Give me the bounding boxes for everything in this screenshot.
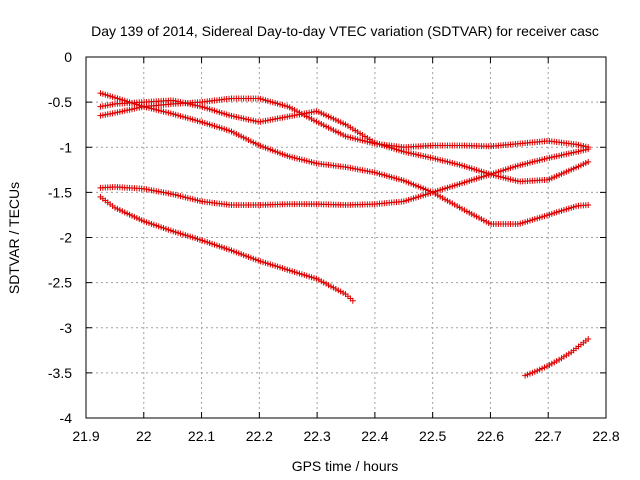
x-tick-label: 22.6 [477, 428, 504, 444]
x-tick-label: 22 [136, 428, 152, 444]
y-tick-label: -3.5 [48, 365, 72, 381]
data-points [97, 90, 592, 379]
y-tick-label: -1 [60, 139, 73, 155]
x-tick-label: 21.9 [72, 428, 99, 444]
x-tick-label: 22.7 [535, 428, 562, 444]
x-tick-label: 22.8 [592, 428, 619, 444]
series-track-f [522, 335, 592, 379]
data-point [349, 297, 356, 304]
series-track-e [97, 193, 356, 304]
data-point [585, 202, 592, 209]
series-track-c [97, 97, 592, 185]
y-tick-label: -3 [60, 320, 73, 336]
data-point [585, 335, 592, 342]
chart-title: Day 139 of 2014, Sidereal Day-to-day VTE… [91, 23, 599, 39]
grid-lines [86, 57, 606, 418]
y-tick-label: -1.5 [48, 184, 72, 200]
y-axis-label: SDTVAR / TECUs [6, 182, 22, 294]
y-tick-label: -4 [60, 410, 73, 426]
series-track-d [97, 146, 592, 209]
x-tick-label: 22.1 [188, 428, 215, 444]
data-point [585, 158, 592, 165]
x-tick-label: 22.4 [361, 428, 388, 444]
axis-ticks: 21.9 22 22.1 22.2 22.3 22.4 22.5 22.6 22.7 22.8 0 -… [48, 49, 620, 444]
x-tick-label: 22.3 [303, 428, 330, 444]
y-tick-label: 0 [64, 49, 72, 65]
x-tick-label: 22.5 [419, 428, 446, 444]
y-tick-label: -2.5 [48, 275, 72, 291]
x-axis-label: GPS time / hours [292, 458, 399, 474]
series-track-a [97, 90, 592, 227]
data-point [585, 146, 592, 153]
x-tick-label: 22.2 [246, 428, 273, 444]
y-tick-label: -2 [60, 230, 73, 246]
y-tick-label: -0.5 [48, 94, 72, 110]
